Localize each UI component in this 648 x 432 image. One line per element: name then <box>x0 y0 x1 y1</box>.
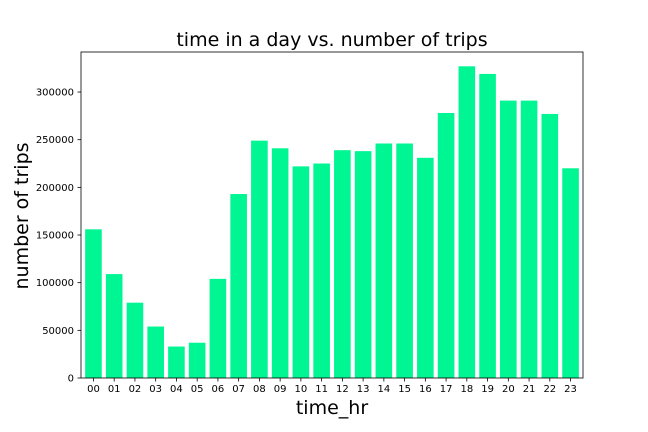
bars-group <box>85 66 579 379</box>
plot-area-frame <box>80 51 584 379</box>
x-tick-label: 17 <box>440 384 453 395</box>
x-tick-label: 11 <box>315 384 328 395</box>
x-tick-label: 12 <box>336 384 349 395</box>
x-tick-label: 16 <box>419 384 432 395</box>
y-tick-label: 150000 <box>36 231 74 242</box>
x-tick-label: 02 <box>129 384 142 395</box>
x-tick-label: 05 <box>191 384 204 395</box>
x-tick-label: 07 <box>232 384 245 395</box>
bar-00 <box>85 229 102 378</box>
x-tick-label: 20 <box>502 384 515 395</box>
x-tick-label: 08 <box>253 384 266 395</box>
x-tick-label: 01 <box>108 384 121 395</box>
x-tick-label: 18 <box>460 384 473 395</box>
bar-17 <box>437 113 455 378</box>
x-tick-label: 10 <box>295 384 308 395</box>
bar-18 <box>458 66 476 378</box>
y-tick-label: 300000 <box>36 88 74 99</box>
chart-title: time in a day vs. number of trips <box>176 29 487 51</box>
x-tick-label: 09 <box>274 384 287 395</box>
x-tick-label: 23 <box>564 384 577 395</box>
x-axis-label: time_hr <box>296 397 368 419</box>
x-tick-label: 03 <box>149 384 162 395</box>
bar-16 <box>417 157 434 378</box>
y-tick-label: 250000 <box>36 135 74 146</box>
x-tick-label: 13 <box>357 384 370 395</box>
bar-15 <box>396 143 413 378</box>
bar-06 <box>209 278 227 378</box>
bar-22 <box>541 113 559 379</box>
bar-13 <box>354 151 372 378</box>
bar-23 <box>562 168 579 378</box>
bar-03 <box>147 326 164 378</box>
bar-04 <box>168 346 185 378</box>
y-tick-label: 100000 <box>36 278 74 289</box>
bar-08 <box>251 140 268 378</box>
bar-05 <box>188 342 206 378</box>
bar-11 <box>313 163 330 378</box>
y-axis-ticks: 0 50000 100000 150000 200000 250000 300000 <box>36 88 81 385</box>
bar-02 <box>126 302 144 378</box>
x-tick-label: 06 <box>212 384 225 395</box>
bar-20 <box>500 100 517 378</box>
bar-07 <box>230 194 247 378</box>
bar-09 <box>271 148 289 378</box>
x-tick-label: 19 <box>481 384 494 395</box>
bar-19 <box>479 73 496 378</box>
x-tick-label: 00 <box>87 384 100 395</box>
y-axis-label: number of trips <box>11 142 33 289</box>
x-tick-label: 21 <box>523 384 536 395</box>
y-tick-label: 200000 <box>36 183 74 194</box>
y-tick-label: 0 <box>68 374 74 385</box>
bar-21 <box>520 100 538 378</box>
y-tick-label: 50000 <box>42 326 74 337</box>
x-tick-label: 22 <box>543 384 556 395</box>
x-tick-label: 14 <box>377 384 390 395</box>
bar-12 <box>334 150 351 378</box>
bar-01 <box>105 274 123 378</box>
x-tick-label: 15 <box>398 384 411 395</box>
x-axis-ticks: 00 01 02 03 04 05 06 07 08 09 10 11 12 13 14 15 16 17 18 19… <box>87 378 577 395</box>
x-tick-label: 04 <box>170 384 183 395</box>
bar-10 <box>292 166 310 378</box>
bar-14 <box>375 143 393 378</box>
